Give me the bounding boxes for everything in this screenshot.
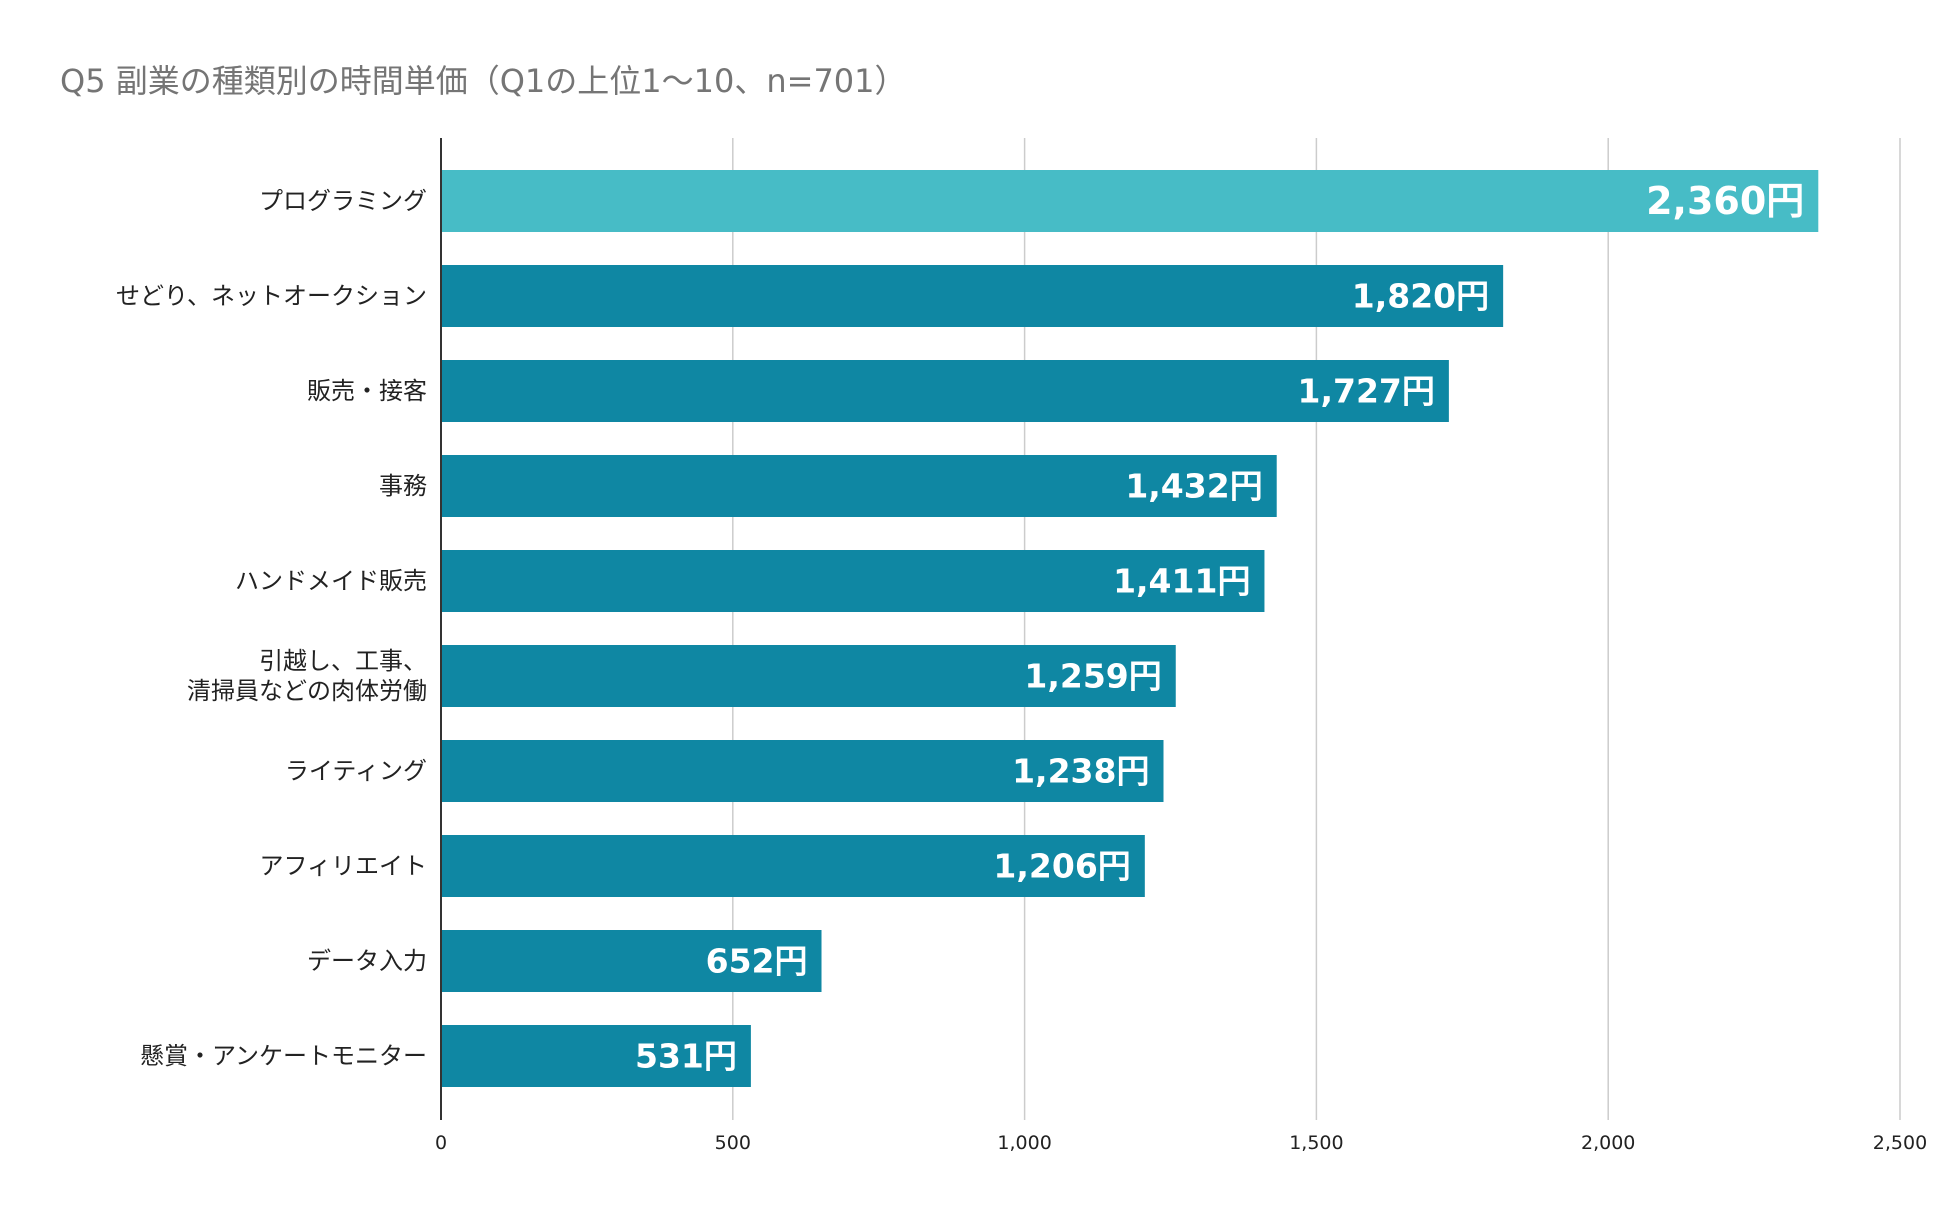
category-label: 事務	[379, 472, 427, 500]
chart-title: Q5 副業の種類別の時間単価（Q1の上位1〜10、n=701）	[60, 62, 907, 100]
data-label: 2,360円	[1646, 179, 1804, 223]
category-label: 引越し、工事、	[259, 647, 427, 675]
x-tick-label: 2,000	[1581, 1132, 1635, 1154]
data-label: 1,206円	[993, 847, 1130, 886]
bar	[441, 740, 1164, 802]
category-label: せどり、ネットオークション	[116, 282, 427, 310]
bar	[441, 645, 1176, 707]
bar	[441, 1025, 751, 1087]
bar	[441, 455, 1277, 517]
data-label: 1,820円	[1352, 277, 1489, 316]
bar	[441, 550, 1265, 612]
data-label: 1,411円	[1113, 562, 1250, 601]
category-label: ハンドメイド販売	[235, 567, 427, 595]
bar	[441, 360, 1449, 422]
category-label: データ入力	[307, 947, 427, 975]
x-tick-label: 0	[435, 1132, 447, 1154]
x-tick-label: 1,000	[997, 1132, 1051, 1154]
data-label: 1,259円	[1024, 657, 1161, 696]
category-label: 販売・接客	[307, 377, 427, 405]
category-label: ライティング	[285, 757, 427, 785]
labels: 0 500 1,000 1,500 2,000 2,500 2,360円 プログラミング 1,8…	[116, 179, 1927, 1154]
data-label: 531円	[635, 1037, 737, 1076]
data-label: 1,432円	[1125, 467, 1262, 506]
bar	[441, 265, 1504, 327]
data-label: 652円	[706, 942, 808, 981]
bars	[441, 170, 1819, 1087]
category-label: 清掃員などの肉体労働	[187, 677, 427, 705]
x-tick-label: 1,500	[1289, 1132, 1343, 1154]
category-label: アフィリエイト	[259, 852, 427, 880]
bar	[441, 930, 822, 992]
bar	[441, 835, 1145, 897]
data-label: 1,727円	[1297, 372, 1434, 411]
data-label: 1,238円	[1012, 752, 1149, 791]
category-label: プログラミング	[259, 187, 427, 215]
x-tick-label: 500	[715, 1132, 751, 1154]
x-tick-label: 2,500	[1873, 1132, 1927, 1154]
category-label: 懸賞・アンケートモニター	[140, 1042, 427, 1070]
bar	[441, 170, 1819, 232]
